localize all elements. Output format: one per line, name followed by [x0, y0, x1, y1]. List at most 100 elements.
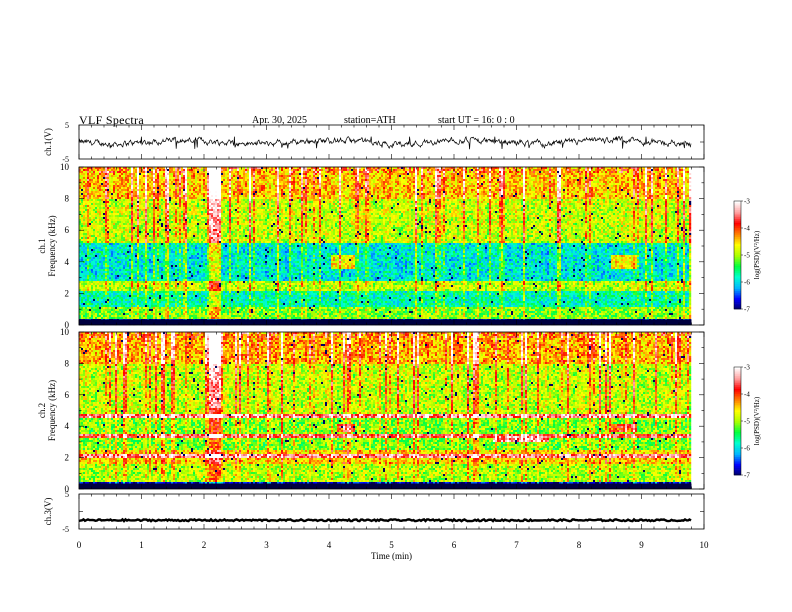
spectrogram-cell: [111, 233, 113, 235]
spectrogram-cell: [155, 265, 157, 267]
spectrogram-cell: [81, 209, 83, 211]
spectrogram-cell: [123, 217, 125, 219]
spectrogram-cell: [119, 263, 121, 265]
spectrogram-cell: [135, 283, 137, 285]
spectrogram-cell: [91, 283, 93, 285]
spectrogram-cell: [121, 213, 123, 215]
spectrogram-cell: [97, 195, 99, 197]
spectrogram-cell: [157, 199, 159, 201]
spectrogram-cell: [99, 237, 101, 239]
spectrogram-cell: [135, 299, 137, 301]
spectrogram-cell: [119, 315, 121, 317]
spectrogram-cell: [155, 223, 157, 225]
spectrogram-cell: [111, 317, 113, 319]
spectrogram-cell: [97, 305, 99, 307]
spectrogram-cell: [107, 257, 109, 259]
spectrogram-cell: [153, 277, 155, 279]
spectrogram-cell: [151, 213, 153, 215]
spectrogram-cell: [103, 193, 105, 195]
spectrogram-cell: [103, 247, 105, 249]
spectrogram-cell: [87, 291, 89, 293]
spectrogram-cell: [129, 207, 131, 209]
spectrogram-cell: [87, 185, 89, 187]
spectrogram-cell: [161, 289, 163, 291]
y-axis-label: ch.1(V): [43, 128, 53, 156]
spectrogram-cell: [103, 209, 105, 211]
spectrogram-cell: [113, 239, 115, 241]
spectrogram-cell: [95, 303, 97, 305]
spectrogram-cell: [127, 253, 129, 255]
spectrogram-cell: [145, 179, 147, 181]
spectrogram-cell: [163, 279, 165, 281]
spectrogram-cell: [157, 177, 159, 179]
spectrogram-cell: [145, 227, 147, 229]
spectrogram-cell: [129, 173, 131, 175]
spectrogram-cell: [97, 215, 99, 217]
spectrogram-cell: [101, 267, 103, 269]
spectrogram-cell: [159, 311, 161, 313]
spectrogram-cell: [155, 283, 157, 285]
spectrogram-cell: [161, 307, 163, 309]
spectrogram-cell: [153, 223, 155, 225]
spectrogram-cell: [137, 241, 139, 243]
spectrogram-cell: [149, 277, 151, 279]
spectrogram-cell: [117, 305, 119, 307]
spectrogram-cell: [125, 283, 127, 285]
spectrogram-cell: [137, 231, 139, 233]
spectrogram-cell: [119, 267, 121, 269]
spectrogram-cell: [153, 263, 155, 265]
spectrogram-cell: [139, 231, 141, 233]
spectrogram-cell: [107, 271, 109, 273]
spectrogram-cell: [131, 175, 133, 177]
spectrogram-cell: [89, 257, 91, 259]
spectrogram-cell: [141, 205, 143, 207]
spectrogram-cell: [97, 293, 99, 295]
spectrogram-cell: [105, 285, 107, 287]
spectrogram-cell: [89, 199, 91, 201]
spectrogram-cell: [125, 277, 127, 279]
spectrogram-cell: [137, 301, 139, 303]
spectrogram-cell: [125, 193, 127, 195]
spectrogram-cell: [91, 261, 93, 263]
spectrogram-cell: [121, 275, 123, 277]
spectrogram-cell: [157, 271, 159, 273]
spectrogram-cell: [151, 287, 153, 289]
spectrogram-cell: [149, 183, 151, 185]
spectrogram-cell: [105, 259, 107, 261]
spectrogram-cell: [145, 175, 147, 177]
spectrogram-cell: [107, 307, 109, 309]
spectrogram-cell: [113, 189, 115, 191]
spectrogram-cell: [111, 265, 113, 267]
spectrogram-cell: [145, 243, 147, 245]
spectrogram-cell: [141, 277, 143, 279]
spectrogram-cell: [89, 211, 91, 213]
spectrogram-cell: [107, 197, 109, 199]
spectrogram-cell: [137, 247, 139, 249]
spectrogram-cell: [89, 237, 91, 239]
spectrogram-cell: [157, 201, 159, 203]
spectrogram-cell: [155, 313, 157, 315]
spectrogram-cell: [109, 187, 111, 189]
spectrogram-cell: [125, 231, 127, 233]
spectrogram-cell: [155, 289, 157, 291]
spectrogram-cell: [123, 191, 125, 193]
spectrogram-cell: [117, 225, 119, 227]
spectrogram-cell: [155, 249, 157, 251]
spectrogram-cell: [87, 193, 89, 195]
spectrogram-cell: [113, 253, 115, 255]
spectrogram-cell: [121, 303, 123, 305]
spectrogram-cell: [87, 287, 89, 289]
spectrogram-cell: [97, 315, 99, 317]
spectrogram-cell: [141, 225, 143, 227]
spectrogram-cell: [139, 289, 141, 291]
spectrogram-cell: [111, 189, 113, 191]
spectrogram-cell: [113, 173, 115, 175]
spectrogram-cell: [97, 223, 99, 225]
spectrogram-cell: [147, 231, 149, 233]
spectrogram-cell: [157, 247, 159, 249]
spectrogram-cell: [111, 177, 113, 179]
spectrogram-cell: [107, 247, 109, 249]
spectrogram-cell: [83, 187, 85, 189]
spectrogram-cell: [133, 313, 135, 315]
spectrogram-cell: [97, 177, 99, 179]
